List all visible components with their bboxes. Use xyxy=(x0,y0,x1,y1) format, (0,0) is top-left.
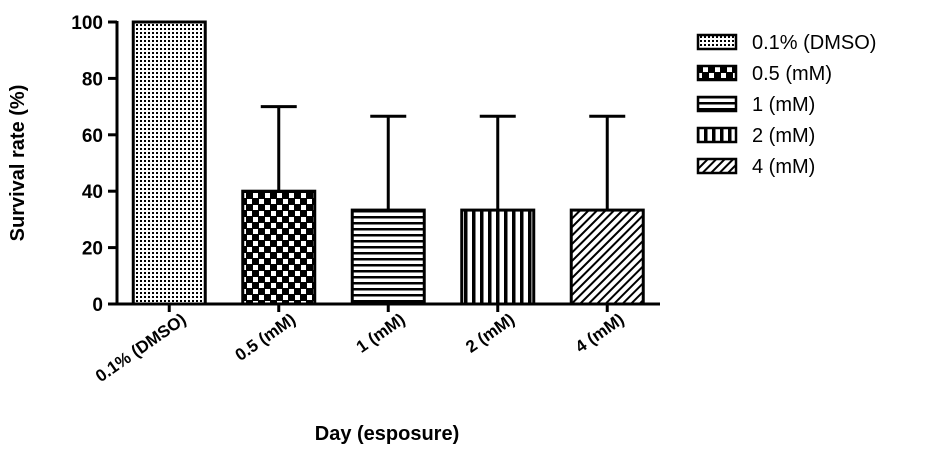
y-tick-label: 100 xyxy=(71,13,103,34)
bar xyxy=(460,208,536,306)
bar xyxy=(350,208,426,306)
legend-label: 2 (mM) xyxy=(752,125,815,147)
y-tick-label: 80 xyxy=(82,69,103,90)
bar xyxy=(131,20,207,306)
legend-label: 0.1% (DMSO) xyxy=(752,32,876,54)
x-tick-label: 0.1% (DMSO) xyxy=(92,310,190,386)
x-tick-label: 2 (mM) xyxy=(462,310,518,357)
y-tick-label: 20 xyxy=(82,239,103,260)
legend-label: 1 (mM) xyxy=(752,94,815,116)
legend-label: 4 (mM) xyxy=(752,156,815,178)
x-tick-label: 0.5 (mM) xyxy=(232,310,299,365)
legend-swatch xyxy=(696,33,738,51)
x-axis-title: Day (esposure) xyxy=(315,423,460,445)
y-tick-label: 60 xyxy=(82,126,103,147)
legend-swatch xyxy=(696,95,738,113)
bar xyxy=(241,189,317,306)
legend-swatch xyxy=(696,64,738,82)
y-axis-title: Survival rate (%) xyxy=(7,85,29,242)
y-tick-label: 40 xyxy=(82,182,103,203)
y-tick-label: 0 xyxy=(92,295,103,316)
x-tick-label: 1 (mM) xyxy=(353,310,409,357)
legend-swatch xyxy=(696,157,738,175)
bar xyxy=(569,208,645,306)
legend-label: 0.5 (mM) xyxy=(752,63,832,85)
x-tick-label: 4 (mM) xyxy=(572,310,628,357)
legend-swatch xyxy=(696,126,738,144)
